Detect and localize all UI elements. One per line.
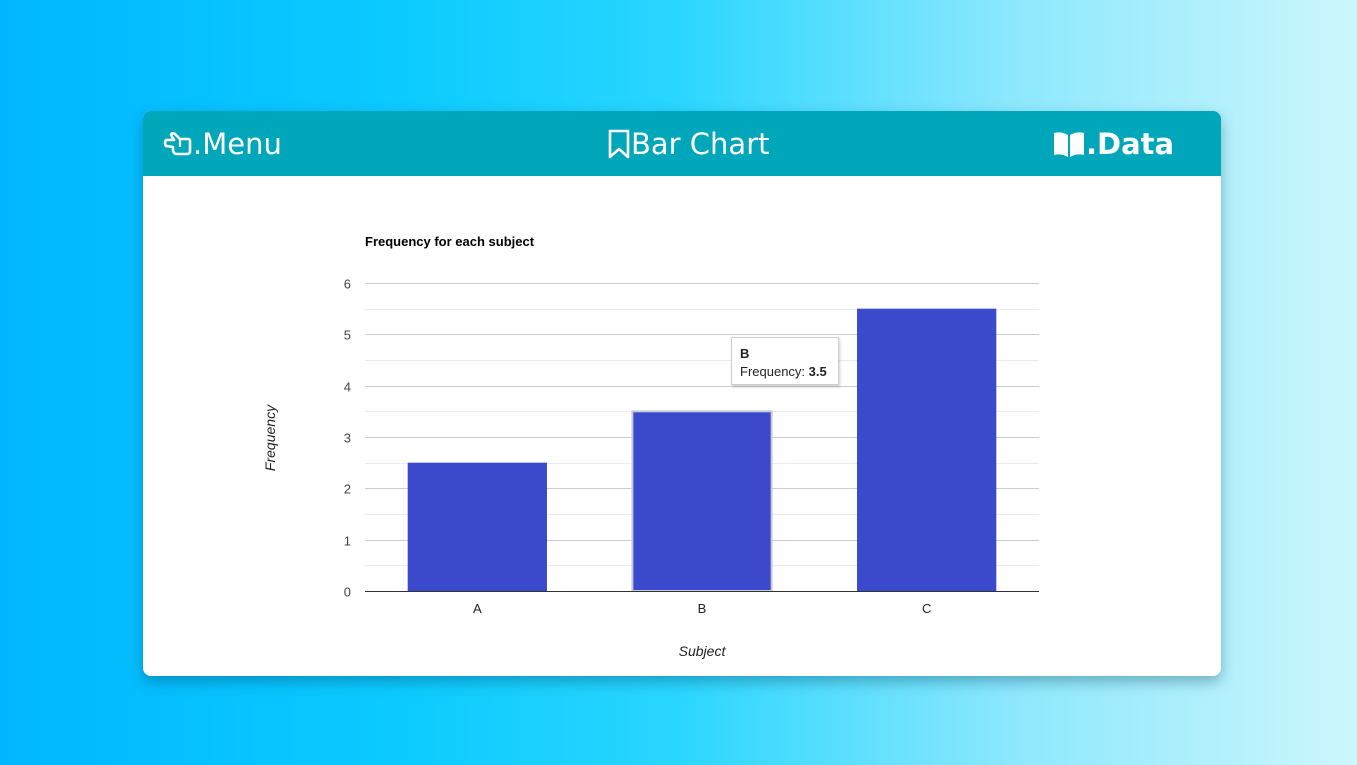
bars [407,308,997,592]
x-tick-label: A [473,601,482,616]
chart-title: Frequency for each subject [365,234,535,249]
data-label: .Data [1086,126,1175,161]
top-navbar: .Menu Bar Chart .Data [143,111,1221,176]
x-axis-label: Subject [679,643,727,659]
menu-link[interactable]: .Menu [163,111,282,176]
bar-C[interactable] [857,308,997,591]
tooltip-label: Frequency: [740,364,809,379]
bar-tooltip: B Frequency: 3.5 [731,337,839,385]
x-axis-ticks: A B C [473,601,931,616]
bar-chart: Frequency for each subject 0 1 2 3 4 5 6 A B C S… [262,234,1039,659]
y-axis-label: Frequency [262,404,278,471]
x-tick-label: B [698,601,707,616]
bar-chart-label: Bar Chart [631,126,770,161]
data-link[interactable]: .Data [1052,111,1174,176]
y-tick-label: 4 [344,380,351,395]
y-tick-label: 6 [344,277,351,292]
chart-card: .Menu Bar Chart .Data Frequency for each… [143,111,1221,676]
chart-area: Frequency for each subject 0 1 2 3 4 5 6 A B C S… [143,176,1221,676]
y-tick-label: 3 [344,431,351,446]
bar-A[interactable] [407,462,547,591]
y-tick-label: 0 [344,585,351,600]
tooltip-category: B [740,346,750,361]
pointing-hand-icon [163,129,193,159]
bookmark-icon [607,129,631,159]
bar-chart-link[interactable]: Bar Chart [607,111,770,176]
tooltip-value: 3.5 [808,364,827,379]
y-tick-label: 2 [344,482,351,497]
tooltip-body: Frequency: 3.5 [740,363,838,381]
y-axis-ticks: 0 1 2 3 4 5 6 [344,277,351,600]
menu-label: .Menu [193,126,282,161]
open-book-icon [1052,129,1086,159]
x-tick-label: C [922,601,931,616]
y-tick-label: 5 [344,328,351,343]
y-tick-label: 1 [344,534,351,549]
bar-B[interactable] [631,410,773,592]
